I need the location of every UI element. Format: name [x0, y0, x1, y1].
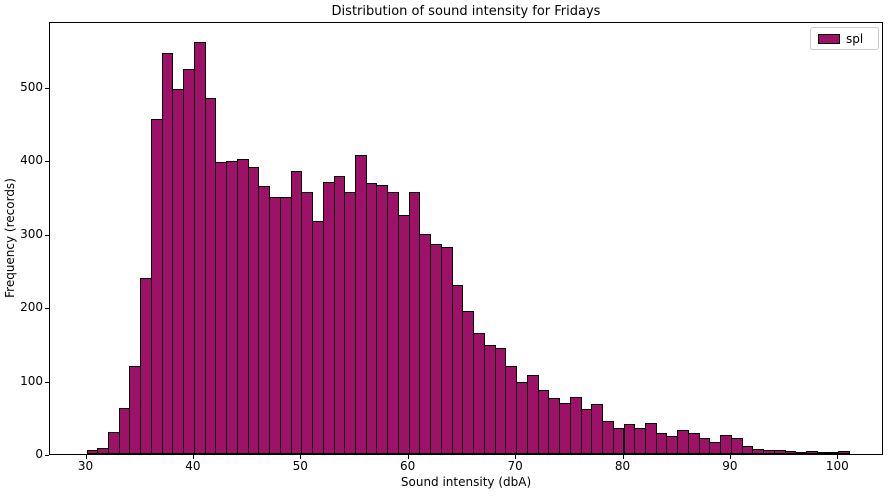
x-tick-mark	[515, 455, 517, 459]
y-axis-label: Frequency (records)	[3, 178, 17, 298]
y-tick-mark	[45, 161, 49, 162]
x-tick-mark	[192, 455, 194, 459]
y-tick-mark	[45, 455, 49, 456]
y-tick-mark	[45, 87, 49, 89]
histogram-bar	[838, 451, 851, 454]
y-tick-label: 0	[35, 447, 43, 461]
legend-swatch-spl	[818, 33, 840, 44]
y-tick-mark	[45, 234, 49, 236]
x-tick-label: 100	[825, 459, 849, 473]
x-tick-label: 60	[400, 459, 416, 473]
y-tick-label: 500	[20, 79, 43, 94]
y-tick-mark	[45, 381, 49, 383]
plot-area	[49, 22, 883, 455]
x-tick-label: 70	[507, 459, 523, 473]
x-tick-label: 50	[292, 459, 308, 473]
legend-label: spl	[846, 31, 864, 46]
x-axis-label: Sound intensity (dbA)	[400, 475, 532, 489]
legend: spl	[810, 27, 879, 50]
chart-title: Distribution of sound intensity for Frid…	[331, 4, 601, 19]
histogram-bars	[50, 23, 882, 454]
x-tick-label: 90	[722, 459, 738, 473]
y-tick-label: 100	[20, 373, 43, 388]
y-tick-label: 300	[20, 226, 43, 241]
x-tick-mark	[85, 455, 87, 459]
x-tick-mark	[300, 455, 302, 459]
x-tick-label: 80	[614, 459, 631, 473]
x-tick-mark	[837, 455, 839, 459]
x-tick-label: 40	[185, 459, 201, 473]
x-tick-mark	[729, 455, 731, 459]
y-tick-mark	[45, 308, 49, 309]
x-tick-label: 30	[77, 459, 94, 473]
x-tick-mark	[407, 455, 409, 459]
x-tick-mark	[622, 455, 624, 459]
y-tick-label: 200	[20, 300, 43, 314]
y-tick-label: 400	[20, 153, 43, 167]
